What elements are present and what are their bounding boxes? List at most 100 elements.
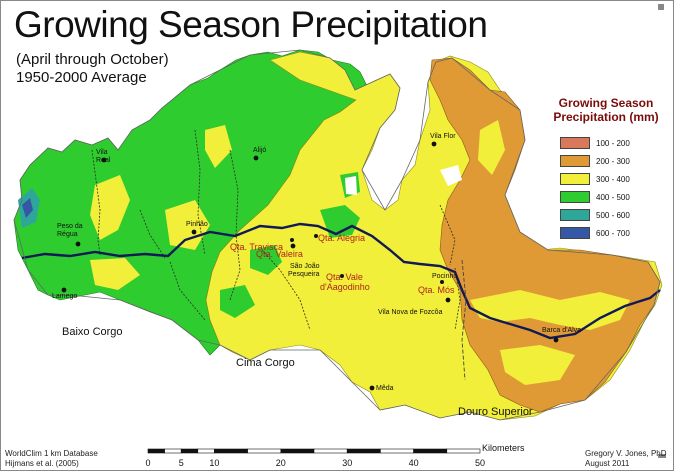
region-yellow-patch-4: [90, 175, 130, 240]
scale-segment: [180, 448, 199, 454]
label-fozcoa: Vila Nova de Fozcôa: [378, 309, 443, 316]
legend-items: 100 - 200 200 - 300 300 - 400 400 - 500 …: [542, 134, 670, 242]
region-labels: Baixo Corgo Cima Corgo Douro Superior: [62, 326, 533, 418]
label-qta-mos: Qta. Mós: [418, 285, 455, 295]
label-meda: Mêda: [376, 385, 394, 392]
town-dot-meda: [369, 385, 375, 391]
legend-label: 400 - 500: [596, 192, 630, 202]
credit-line: August 2011: [585, 459, 630, 468]
scale-tick-label: 30: [342, 458, 352, 468]
douro-river: [21, 222, 661, 340]
town-dot-pinhao: [191, 229, 197, 235]
legend-title: Growing Season Precipitation (mm): [542, 96, 670, 124]
region-yellow-patch-2: [478, 120, 505, 175]
scale-segment: [214, 448, 248, 454]
town-dot-vila-flor: [431, 141, 437, 147]
region-yellow-patch-6: [90, 258, 140, 290]
district-border: [461, 259, 467, 381]
legend-item: 200 - 300: [560, 152, 670, 170]
region-yellow-patch-5: [165, 200, 210, 250]
scale-segment: [197, 448, 215, 454]
town-dot-vila-real: [101, 157, 107, 163]
region-green-patch-3: [220, 285, 255, 318]
map-hole-2: [345, 176, 357, 195]
legend-label: 100 - 200: [596, 138, 630, 148]
map-hole-1: [400, 92, 418, 116]
town-dot-barca: [553, 337, 559, 343]
legend: Growing Season Precipitation (mm) 100 - …: [542, 96, 670, 242]
map-subtitle-line-1: (April through October): [16, 51, 169, 68]
legend-swatch: [560, 227, 590, 239]
region-outline: [13, 49, 661, 421]
label-cima-corgo: Cima Corgo: [236, 357, 295, 369]
region-yellow-patch-7: [205, 125, 232, 168]
scale-segment: [413, 448, 448, 454]
label-sao-joao: São João Pesqueira: [288, 263, 320, 278]
legend-item: 100 - 200: [560, 134, 670, 152]
map-subtitle-line-2: 1950-2000 Average: [16, 69, 147, 86]
scale-segment: [147, 448, 165, 454]
credits-right: Gregory V. Jones, PhD August 2011: [585, 449, 667, 469]
label-pocinho: Pocinho: [432, 273, 457, 280]
scale-tick-label: 50: [475, 458, 485, 468]
label-qta-alegria: Qta. Alegria: [318, 233, 365, 243]
estate-dots: [290, 234, 444, 284]
legend-item: 500 - 600: [560, 206, 670, 224]
credit-line: WorldClim 1 km Database: [5, 449, 98, 458]
label-lamego: Lamego: [52, 293, 77, 300]
town-labels: Vila Real Alijó Vila Flor Peso da Régua Pi…: [52, 133, 581, 392]
legend-swatch: [560, 155, 590, 167]
town-dots: [61, 141, 559, 391]
region-green-patch-2: [250, 245, 282, 275]
label-vila-real: Vila Real: [96, 149, 111, 164]
map-hole-3: [440, 165, 462, 186]
town-dot-sao-joao: [290, 243, 296, 249]
scale-tick-label: 40: [409, 458, 419, 468]
legend-title-line-2: Precipitation (mm): [553, 110, 659, 124]
label-qta-vale: Qta. Vale d'Aagodinho: [320, 272, 370, 292]
scale-tick-label: 20: [276, 458, 286, 468]
legend-item: 400 - 500: [560, 188, 670, 206]
scale-segment: [446, 448, 481, 454]
label-peso-da-regua: Peso da Régua: [57, 223, 83, 238]
label-qta-travisca: Qta. Travisca: [230, 242, 283, 252]
scale-segment: [164, 448, 182, 454]
town-dot-peso-da-regua: [75, 241, 81, 247]
legend-label: 600 - 700: [596, 228, 630, 238]
scale-unit-label: Kilometers: [482, 443, 525, 453]
credits-left: WorldClim 1 km Database Hijmans et al. (…: [5, 449, 98, 469]
label-baixo-corgo: Baixo Corgo: [62, 326, 123, 338]
scale-bar-group: 0 5 10 20 30 40 50: [145, 448, 485, 468]
legend-item: 600 - 700: [560, 224, 670, 242]
scale-tick-label: 0: [145, 458, 150, 468]
scale-segment: [380, 448, 414, 454]
legend-item: 300 - 400: [560, 170, 670, 188]
legend-swatch: [560, 209, 590, 221]
estate-labels: Qta. Alegria Qta. Travisca Qta. Valeira …: [230, 233, 455, 295]
label-qta-valeira: Qta. Valeira: [256, 249, 303, 259]
label-pinhao: Pinhão: [186, 221, 208, 228]
scale-segment: [280, 448, 315, 454]
label-alijo: Alijó: [253, 147, 266, 154]
label-vila-flor: Vila Flor: [430, 133, 456, 140]
region-yellow-patch-3: [500, 345, 575, 385]
scale-segment: [346, 448, 381, 454]
legend-label: 200 - 300: [596, 156, 630, 166]
credit-line: Gregory V. Jones, PhD: [585, 449, 667, 458]
label-douro-superior: Douro Superior: [458, 406, 533, 418]
scale-segment: [313, 448, 348, 454]
legend-label: 500 - 600: [596, 210, 630, 220]
town-dot-lamego: [61, 287, 67, 293]
legend-title-line-1: Growing Season: [558, 96, 654, 110]
legend-swatch: [560, 191, 590, 203]
scale-segment: [247, 448, 282, 454]
map-title: Growing Season Precipitation: [14, 4, 488, 45]
town-dot-fozcoa: [445, 297, 451, 303]
scale-tick-label: 10: [209, 458, 219, 468]
label-barca: Barca d'Alva: [542, 327, 581, 334]
town-dot-alijo: [253, 155, 259, 161]
credit-line: Hijmans et al. (2005): [5, 459, 79, 468]
region-blue-west: [22, 198, 33, 218]
